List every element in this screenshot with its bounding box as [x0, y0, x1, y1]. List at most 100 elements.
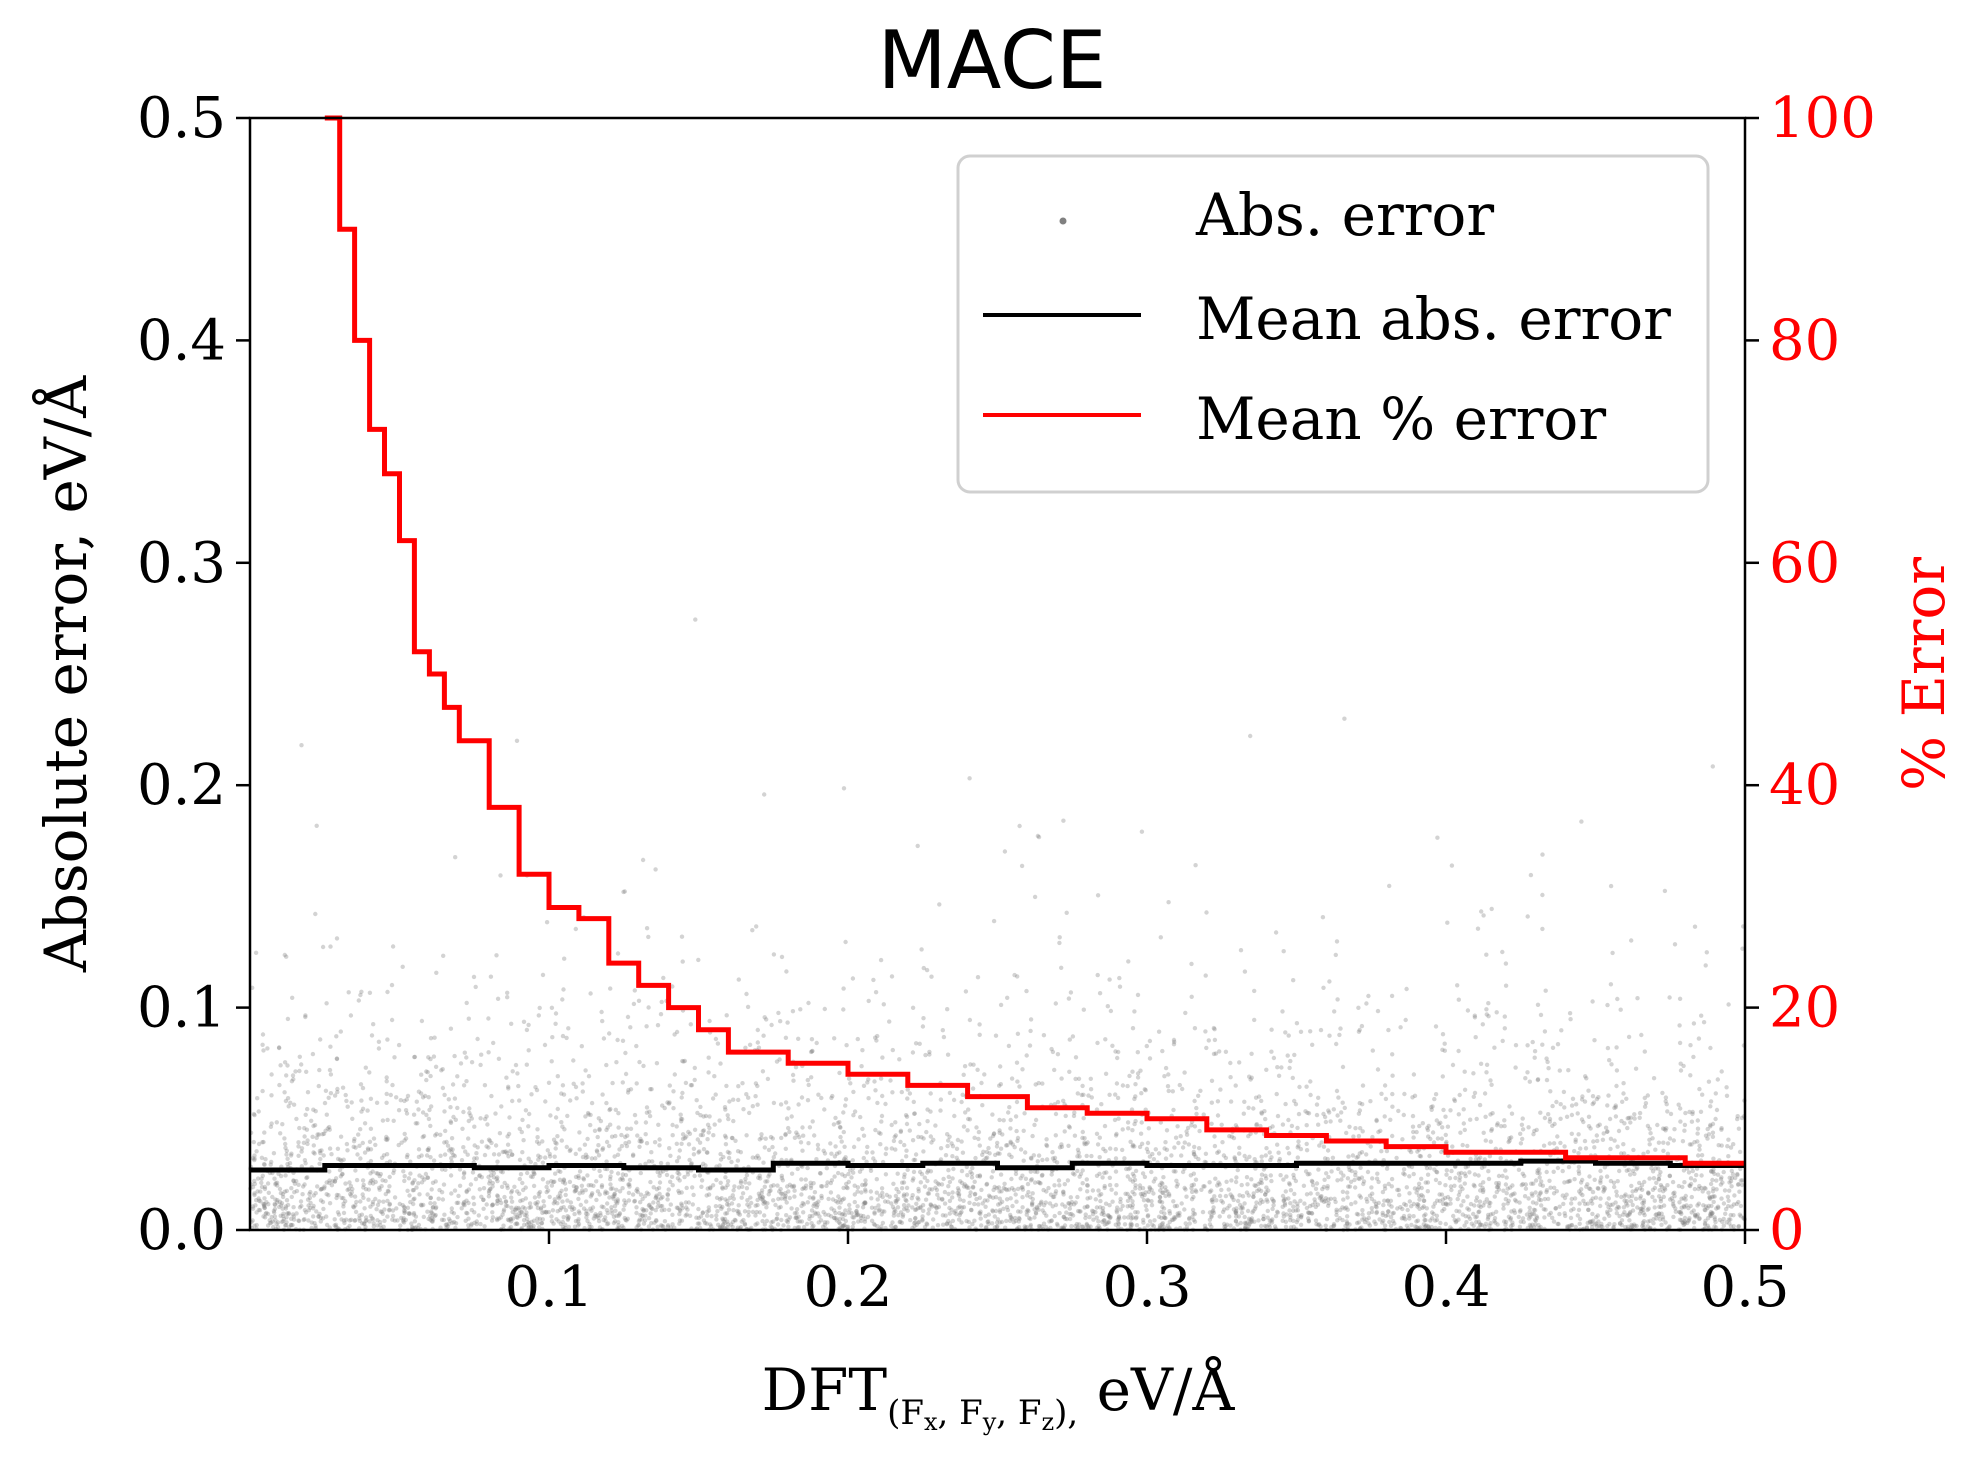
scatter-point	[1192, 1211, 1198, 1217]
scatter-point	[690, 1202, 695, 1207]
scatter-point	[1535, 1168, 1540, 1173]
scatter-point	[451, 1114, 456, 1120]
scatter-point	[537, 1224, 542, 1230]
scatter-point	[1478, 1222, 1483, 1227]
scatter-point	[1592, 1145, 1597, 1150]
scatter-point	[841, 1110, 846, 1115]
scatter-point	[873, 1035, 878, 1040]
scatter-point	[318, 1150, 323, 1156]
scatter-point	[1607, 1221, 1612, 1227]
scatter-point	[670, 984, 675, 989]
scatter-point	[1264, 1197, 1269, 1202]
scatter-point	[1548, 1210, 1554, 1216]
scatter-point	[1306, 1219, 1312, 1224]
scatter-point	[805, 1098, 811, 1103]
scatter-point	[1727, 1188, 1732, 1193]
scatter-point	[363, 1065, 368, 1070]
scatter-point	[1438, 1220, 1443, 1226]
scatter-point	[573, 1188, 578, 1193]
scatter-point	[1304, 1123, 1309, 1128]
scatter-point	[1259, 1177, 1264, 1182]
scatter-point	[821, 1148, 826, 1154]
scatter-point	[1514, 1199, 1519, 1204]
scatter-point	[903, 1113, 909, 1118]
scatter-point	[482, 1116, 488, 1122]
scatter-point	[1316, 1222, 1321, 1228]
scatter-point	[1543, 988, 1548, 993]
scatter-point	[1127, 1194, 1132, 1200]
scatter-point	[1322, 1177, 1327, 1183]
scatter-point	[799, 1203, 804, 1209]
scatter-point	[1080, 1129, 1086, 1135]
scatter-point	[411, 1212, 416, 1217]
scatter-point	[1640, 1220, 1646, 1225]
scatter-point	[296, 1140, 301, 1145]
scatter-point	[495, 1194, 500, 1199]
scatter-point	[1115, 1217, 1121, 1222]
scatter-point	[281, 1216, 287, 1222]
scatter-point	[990, 1221, 995, 1226]
scatter-point	[1059, 1142, 1064, 1147]
scatter-point	[315, 1184, 320, 1189]
scatter-point	[1500, 1038, 1505, 1044]
scatter-point	[860, 1126, 865, 1132]
scatter-point	[872, 1159, 878, 1164]
scatter-point	[1503, 1219, 1509, 1225]
scatter-point	[848, 1081, 853, 1086]
scatter-point	[784, 1218, 789, 1224]
scatter-point	[294, 1211, 299, 1216]
scatter-point	[750, 1104, 755, 1109]
scatter-point	[544, 920, 550, 925]
scatter-point	[1105, 1220, 1111, 1225]
scatter-point	[648, 1087, 653, 1092]
scatter-point	[1161, 1206, 1167, 1211]
scatter-point	[561, 1178, 567, 1183]
scatter-point	[719, 1196, 724, 1201]
scatter-point	[441, 1182, 447, 1187]
scatter-point	[585, 1110, 591, 1116]
scatter-point	[1365, 1199, 1370, 1204]
scatter-point	[262, 1130, 267, 1135]
scatter-point	[1429, 1210, 1435, 1215]
scatter-point	[917, 1121, 922, 1127]
scatter-point	[656, 1185, 662, 1191]
scatter-point	[731, 1208, 736, 1213]
scatter-point	[715, 1041, 721, 1046]
scatter-point	[598, 1213, 603, 1218]
scatter-point	[472, 1210, 477, 1215]
scatter-point	[1032, 1207, 1037, 1212]
scatter-point	[494, 953, 499, 958]
scatter-point	[1009, 1186, 1015, 1191]
scatter-point	[1661, 1148, 1666, 1154]
scatter-point	[1067, 1201, 1072, 1206]
scatter-point	[1292, 1191, 1297, 1197]
scatter-point	[1335, 1218, 1340, 1223]
scatter-point	[484, 1114, 489, 1119]
scatter-point	[1486, 1212, 1491, 1218]
scatter-point	[1288, 1225, 1294, 1230]
scatter-point	[338, 1029, 343, 1034]
scatter-point	[284, 1215, 289, 1220]
scatter-point	[335, 1156, 341, 1162]
scatter-point	[832, 1215, 837, 1221]
scatter-point	[720, 1186, 725, 1191]
scatter-point	[799, 1095, 805, 1100]
scatter-point	[411, 1197, 416, 1202]
scatter-point	[368, 1147, 374, 1152]
scatter-point	[1077, 1222, 1082, 1227]
scatter-point	[1431, 1204, 1436, 1209]
scatter-point	[1382, 1183, 1388, 1189]
scatter-point	[1228, 1223, 1233, 1228]
scatter-point	[1641, 1219, 1647, 1224]
scatter-point	[895, 1205, 901, 1210]
scatter-point	[1085, 1140, 1090, 1145]
scatter-point	[1721, 1169, 1726, 1175]
scatter-point	[646, 1203, 652, 1208]
scatter-point	[283, 1173, 288, 1178]
scatter-point	[765, 1076, 771, 1082]
scatter-point	[837, 1150, 842, 1155]
scatter-point	[794, 1210, 799, 1216]
scatter-point	[509, 1195, 514, 1200]
scatter-point	[1576, 1164, 1582, 1170]
scatter-point	[573, 1219, 579, 1224]
